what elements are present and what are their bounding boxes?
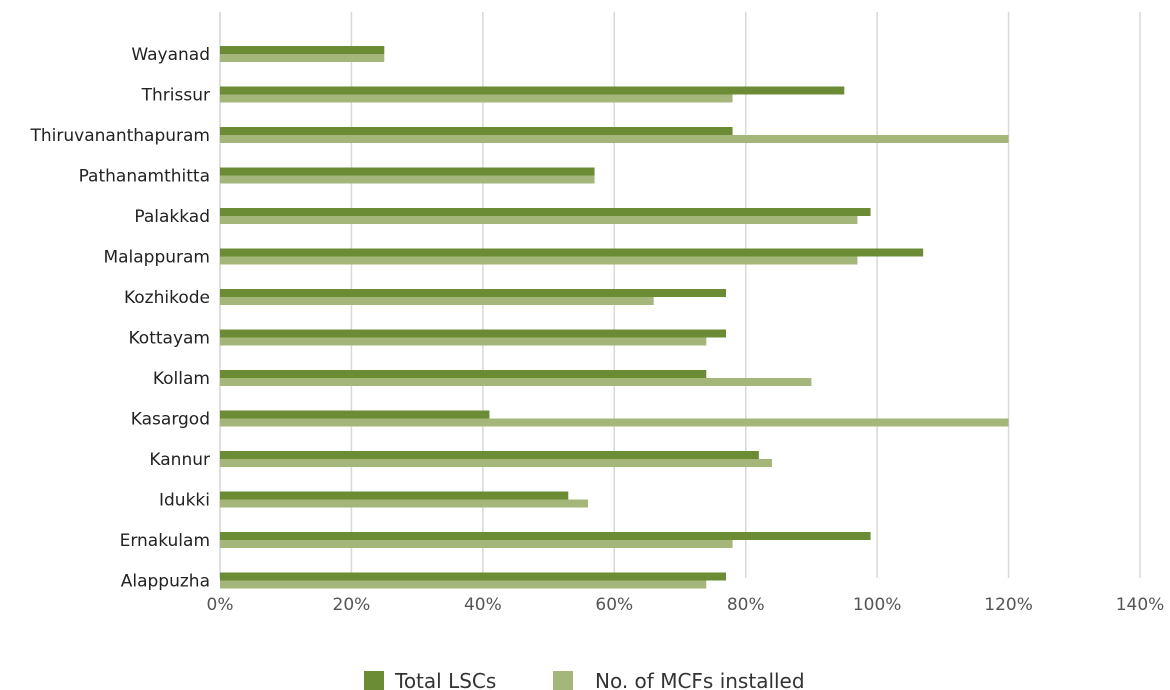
category-label: Kasargod <box>131 410 210 430</box>
category-label: Thiruvananthapuram <box>30 126 210 146</box>
x-tick-label: 20% <box>333 595 371 615</box>
bar-total-lscs <box>220 127 733 135</box>
x-tick-label: 80% <box>727 595 765 615</box>
bar-mcfs-installed <box>220 499 588 508</box>
bar-total-lscs <box>220 370 707 378</box>
bar-total-lscs <box>220 572 726 581</box>
bar-mcfs-installed <box>220 540 733 548</box>
bar-mcfs-installed <box>220 54 385 62</box>
category-label: Alappuzha <box>121 572 210 592</box>
category-label: Pathanamthitta <box>79 167 210 187</box>
category-label: Palakkad <box>134 207 210 227</box>
bar-total-lscs <box>220 86 845 95</box>
x-tick-label: 100% <box>853 595 902 615</box>
bar-mcfs-installed <box>220 378 812 386</box>
category-labels: Wayanad Thrissur Thiruvananthapuram Pathana… <box>30 45 210 592</box>
x-tick-label: 0% <box>207 595 234 615</box>
bar-total-lscs <box>220 410 490 419</box>
bar-mcfs-installed <box>220 216 858 224</box>
bar-total-lscs <box>220 451 759 459</box>
legend-label: Total LSCs <box>394 669 496 690</box>
bar-mcfs-installed <box>220 175 595 184</box>
x-tick-label: 40% <box>464 595 502 615</box>
legend: Total LSCs No. of MCFs installed <box>364 669 805 690</box>
bar-mcfs-installed <box>220 297 654 305</box>
x-tick-label: 120% <box>984 595 1033 615</box>
bar-mcfs-installed <box>220 580 707 589</box>
category-label: Wayanad <box>131 45 210 65</box>
x-tick-label: 60% <box>595 595 633 615</box>
category-label: Kottayam <box>129 329 211 349</box>
category-label: Kozhikode <box>124 288 210 308</box>
bar-mcfs-installed <box>220 337 707 346</box>
x-tick-label: 140% <box>1116 595 1165 615</box>
bar-mcfs-installed <box>220 256 858 265</box>
bar-total-lscs <box>220 167 595 176</box>
category-label: Ernakulam <box>120 531 210 551</box>
bar-mcfs-installed <box>220 459 772 467</box>
bars <box>220 46 1009 589</box>
bar-total-lscs <box>220 532 871 540</box>
bar-total-lscs <box>220 329 726 338</box>
x-tick-labels: 0% 20% 40% 60% 80% 100% 120% 140% <box>207 595 1165 615</box>
bar-total-lscs <box>220 208 871 216</box>
legend-label: No. of MCFs installed <box>595 669 805 690</box>
category-label: Idukki <box>159 491 210 511</box>
category-label: Thrissur <box>141 86 210 106</box>
category-label: Kollam <box>153 369 210 389</box>
bar-total-lscs <box>220 289 726 297</box>
category-label: Malappuram <box>103 248 210 268</box>
bar-total-lscs <box>220 46 385 54</box>
bar-mcfs-installed <box>220 418 1009 427</box>
bar-mcfs-installed <box>220 94 733 103</box>
legend-swatch <box>364 671 384 690</box>
category-label: Kannur <box>149 450 210 470</box>
legend-swatch <box>553 671 573 690</box>
bar-total-lscs <box>220 491 569 500</box>
bar-mcfs-installed <box>220 135 1009 143</box>
bar-total-lscs <box>220 248 924 257</box>
